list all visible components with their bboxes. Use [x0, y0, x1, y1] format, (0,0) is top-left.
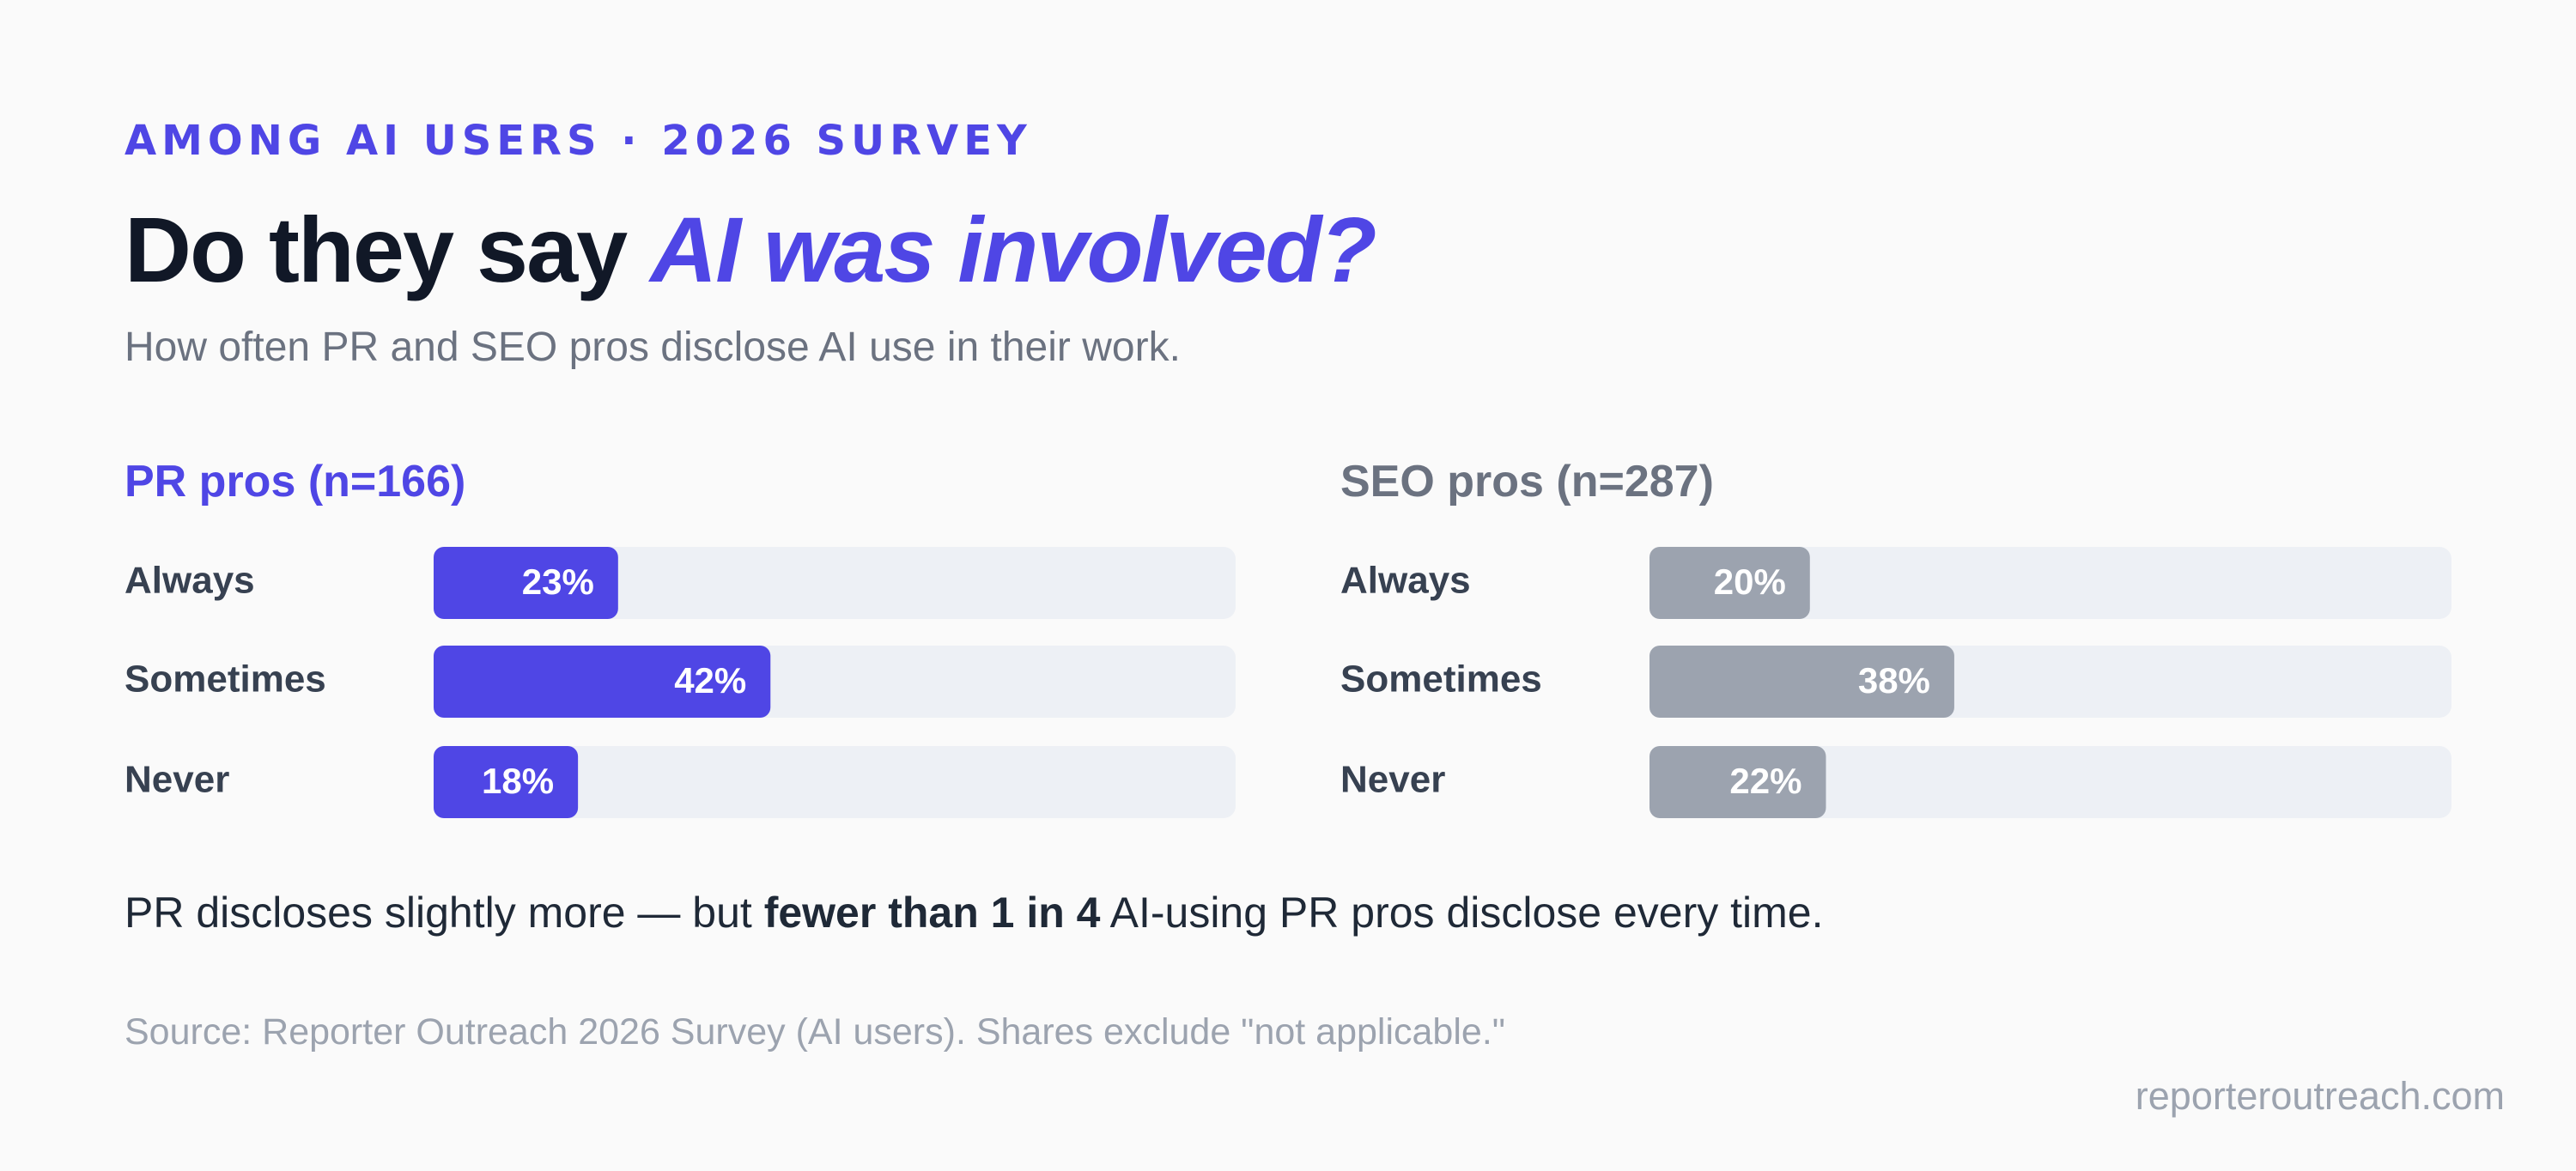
value-label: 23%: [522, 561, 594, 602]
charts: PR pros (n=166) Always 23% Sometimes 42% Neve…: [125, 457, 2451, 818]
category-label: Sometimes: [1340, 658, 1542, 701]
takeaway-text: PR discloses slightly more — but: [125, 889, 764, 937]
title-highlight: AI was involved?: [647, 197, 1375, 301]
takeaway: PR discloses slightly more — but fewer t…: [125, 889, 1823, 937]
bar-track: [434, 547, 1236, 619]
bar: [434, 746, 579, 818]
site: reporteroutreach.com: [2136, 1074, 2505, 1118]
subtitle: How often PR and SEO pros disclose AI us…: [125, 325, 1181, 370]
bar: [434, 646, 771, 718]
title: Do they say AI was involved?: [125, 197, 1376, 301]
category-label: Always: [1340, 560, 1471, 602]
bar-track: [434, 746, 1236, 818]
bar-track: [1649, 746, 2451, 818]
bar: [1649, 746, 1826, 818]
category-label: Never: [1340, 759, 1445, 801]
takeaway-bold: fewer than 1 in 4: [764, 889, 1101, 937]
bar: [1649, 547, 1810, 619]
chart-title: PR pros (n=166): [125, 457, 465, 507]
takeaway-text: AI-using PR pros disclose every time.: [1100, 889, 1823, 937]
bar: [1649, 646, 1954, 718]
bar-track: [1649, 547, 2451, 619]
value-label: 42%: [674, 660, 746, 701]
title-text: Do they say: [125, 197, 650, 301]
value-label: 22%: [1729, 761, 1801, 801]
source: Source: Reporter Outreach 2026 Survey (A…: [125, 1011, 1505, 1053]
value-label: 38%: [1858, 660, 1930, 701]
category-label: Never: [125, 759, 229, 801]
chart-title: SEO pros (n=287): [1340, 457, 1714, 507]
kicker: AMONG AI USERS · 2026 SURVEY: [125, 117, 1032, 165]
value-label: 20%: [1714, 561, 1786, 602]
value-label: 18%: [482, 761, 554, 801]
category-label: Always: [125, 560, 255, 602]
category-label: Sometimes: [125, 658, 326, 701]
bar: [434, 547, 618, 619]
